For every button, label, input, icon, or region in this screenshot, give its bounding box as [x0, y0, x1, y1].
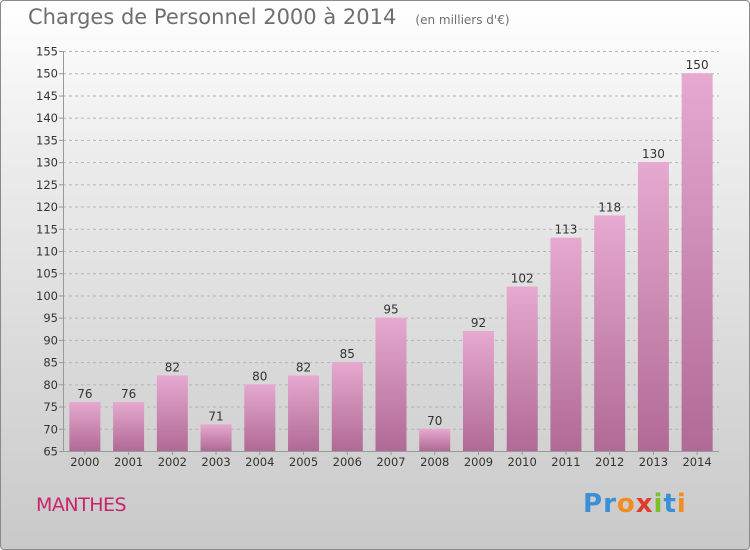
logo-letter: i: [653, 489, 664, 519]
bar: [244, 384, 276, 451]
data-label: 76: [121, 387, 136, 401]
x-tick-label: 2004: [245, 455, 274, 469]
bars: [69, 73, 713, 451]
bar: [113, 402, 145, 451]
y-tick-label: 105: [36, 267, 58, 281]
y-tick-label: 145: [36, 89, 58, 103]
y-tick-label: 110: [36, 245, 58, 259]
bar: [200, 424, 232, 451]
data-label: 95: [383, 303, 398, 317]
x-tick-label: 2014: [682, 455, 711, 469]
logo-letter: i: [676, 489, 687, 519]
x-tick-label: 2008: [420, 455, 449, 469]
logo-letter: t: [663, 489, 677, 519]
y-tick-label: 70: [43, 422, 58, 436]
y-tick-label: 130: [36, 156, 58, 170]
data-label: 82: [165, 360, 180, 374]
axes: [59, 51, 719, 455]
y-tick-label: 150: [36, 67, 58, 81]
bar: [550, 237, 582, 451]
x-tick-label: 2005: [289, 455, 318, 469]
data-label: 80: [252, 369, 267, 383]
data-label: 71: [208, 409, 223, 423]
bar: [375, 317, 407, 451]
y-tick-label: 155: [36, 45, 58, 59]
logo-letter: P: [583, 489, 604, 519]
y-tick-label: 100: [36, 289, 58, 303]
bar: [156, 375, 188, 451]
bar: [331, 362, 363, 451]
title-row: Charges de Personnel 2000 à 2014 (en mil…: [28, 5, 510, 29]
data-label: 92: [471, 316, 486, 330]
y-tick-label: 125: [36, 178, 58, 192]
y-tick-label: 115: [36, 222, 58, 236]
bar: [69, 402, 101, 451]
chart-title: Charges de Personnel 2000 à 2014: [28, 5, 397, 29]
y-tick-label: 65: [43, 445, 58, 459]
x-tick-label: 2009: [464, 455, 493, 469]
y-tick-label: 95: [43, 311, 58, 325]
x-tick-label: 2011: [551, 455, 580, 469]
logo-letter: r: [603, 489, 617, 519]
y-tick-label: 90: [43, 333, 58, 347]
y-tick-label: 80: [43, 378, 58, 392]
x-tick-label: 2001: [114, 455, 143, 469]
x-tick-label: 2013: [639, 455, 668, 469]
bar: [419, 428, 451, 451]
data-label: 150: [686, 58, 709, 72]
labels: 65 70 75 80 85 90 95 100 105 110 115 120 125 130 135 14…: [36, 45, 712, 470]
x-tick-label: 2002: [158, 455, 187, 469]
y-tick-label: 85: [43, 356, 58, 370]
bar: [288, 375, 320, 451]
y-tick-label: 120: [36, 200, 58, 214]
logo-letter: o: [616, 489, 636, 519]
bar: [462, 331, 494, 451]
x-tick-label: 2003: [201, 455, 230, 469]
data-label: 113: [554, 223, 577, 237]
x-tick-label: 2007: [376, 455, 405, 469]
y-tick-label: 75: [43, 400, 58, 414]
x-tick-label: 2000: [70, 455, 99, 469]
data-label: 76: [77, 387, 92, 401]
commune-name: MANTHES: [36, 494, 127, 516]
y-tick-label: 135: [36, 133, 58, 147]
data-label: 70: [427, 414, 442, 428]
logo-letter: x: [635, 489, 654, 519]
chart-subtitle: (en milliers d'€): [415, 13, 510, 27]
bar: [594, 215, 626, 451]
proxiti-logo[interactable]: Proxiti: [583, 489, 687, 519]
bar: [681, 73, 713, 451]
x-tick-label: 2010: [508, 455, 537, 469]
x-tick-label: 2012: [595, 455, 624, 469]
data-label: 130: [642, 147, 665, 161]
data-label: 118: [598, 200, 621, 214]
data-label: 102: [511, 272, 534, 286]
bar: [637, 162, 669, 451]
data-label: 82: [296, 360, 311, 374]
data-label: 85: [340, 347, 355, 361]
bar: [506, 286, 538, 451]
y-tick-label: 140: [36, 111, 58, 125]
x-tick-label: 2006: [333, 455, 362, 469]
